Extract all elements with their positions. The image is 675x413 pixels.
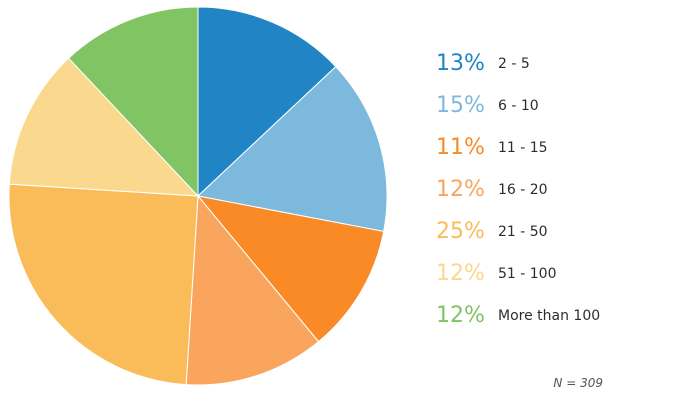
legend-label: 16 - 20 bbox=[498, 182, 548, 198]
legend-label: 21 - 50 bbox=[498, 224, 548, 240]
legend-percent: 13% bbox=[436, 51, 485, 76]
pie-slice-3 bbox=[185, 195, 319, 386]
pie-slice-0 bbox=[197, 6, 337, 197]
legend-item-5: 12% 51 - 100 bbox=[436, 253, 600, 295]
legend-percent: 12% bbox=[436, 261, 485, 286]
legend-percent: 12% bbox=[436, 177, 485, 202]
legend-item-0: 13% 2 - 5 bbox=[436, 43, 600, 85]
legend-label: 2 - 5 bbox=[498, 56, 530, 72]
legend-item-4: 25% 21 - 50 bbox=[436, 211, 600, 253]
pie-slice-6 bbox=[68, 6, 199, 197]
pie-slice-4 bbox=[8, 183, 199, 386]
legend-label: 6 - 10 bbox=[498, 98, 539, 114]
legend-label: 11 - 15 bbox=[498, 140, 548, 156]
legend-item-3: 12% 16 - 20 bbox=[436, 169, 600, 211]
pie-slice-1 bbox=[197, 66, 388, 232]
legend-item-1: 15% 6 - 10 bbox=[436, 85, 600, 127]
sample-size-note: N = 309 bbox=[553, 376, 603, 390]
legend-item-6: 12% More than 100 bbox=[436, 295, 600, 337]
legend-percent: 25% bbox=[436, 219, 485, 244]
pie-slice-5 bbox=[8, 57, 199, 197]
legend-item-2: 11% 11 - 15 bbox=[436, 127, 600, 169]
legend-percent: 15% bbox=[436, 93, 485, 118]
legend: 13% 2 - 5 15% 6 - 10 11% 11 - 15 12% 16 … bbox=[436, 43, 600, 337]
legend-percent: 12% bbox=[436, 303, 485, 328]
legend-label: More than 100 bbox=[498, 308, 601, 324]
legend-percent: 11% bbox=[436, 135, 485, 160]
pie-slice-2 bbox=[197, 195, 385, 343]
legend-label: 51 - 100 bbox=[498, 266, 557, 282]
